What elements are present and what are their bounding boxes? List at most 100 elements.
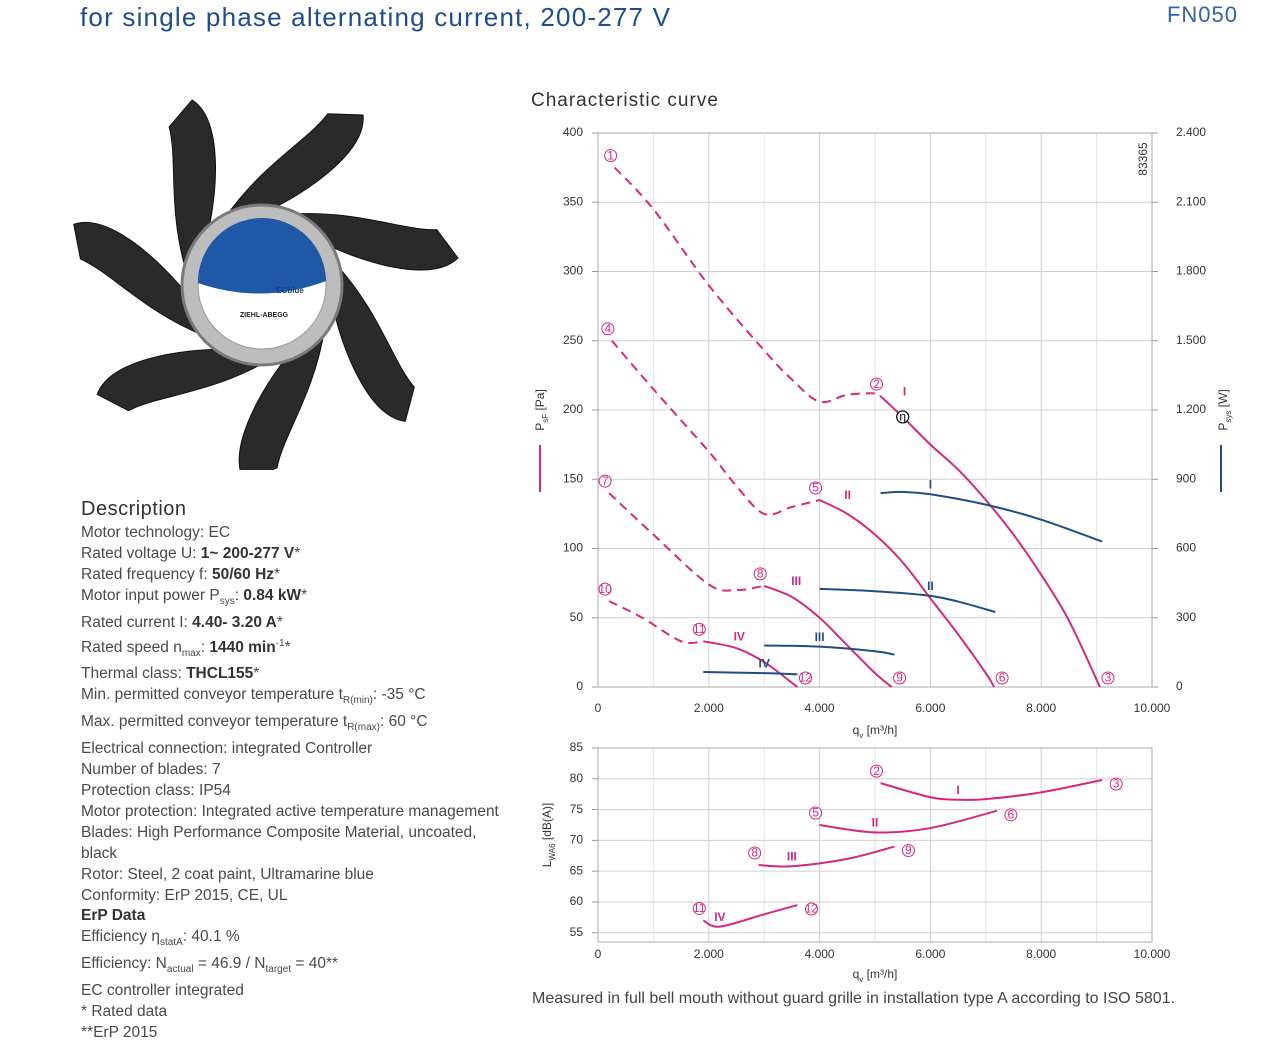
y2-tick-label: 2.100 — [1176, 194, 1206, 208]
curve — [703, 640, 799, 688]
text-part: 4.40- 3.20 A — [192, 613, 277, 631]
text-part: -1 — [275, 637, 285, 649]
text-part: : — [234, 586, 244, 604]
label-part: [dB(A)] — [540, 803, 554, 844]
description-line: Conformity: ErP 2015, CE, UL — [81, 886, 531, 907]
x-tick-label: 10.000 — [1134, 947, 1171, 961]
curve-marker: 10 — [598, 582, 612, 596]
text-part: * — [284, 638, 291, 656]
power-curve — [703, 670, 798, 676]
text-part: Protection class: IP54 — [81, 781, 231, 799]
text-part: Motor protection: Integrated active temp… — [81, 802, 499, 820]
curve-marker: 2 — [873, 377, 880, 391]
curve — [758, 845, 895, 868]
text-part: R(max) — [347, 722, 380, 734]
text-part: : — [200, 638, 210, 656]
text-part: * — [301, 586, 308, 604]
text-part: = 40** — [291, 955, 339, 973]
text-part: Rated frequency f: — [81, 565, 212, 583]
curve-marker: 12 — [799, 671, 813, 685]
text-part: Max. permitted conveyor temperature t — [81, 713, 348, 731]
y2-tick-label: 1.800 — [1176, 264, 1206, 278]
curve — [611, 340, 820, 516]
text-part: Blades: High Performance Composite Mater… — [81, 823, 477, 841]
curve — [880, 779, 1103, 802]
description-line: Rated current I: 4.40- 3.20 A* — [81, 613, 531, 634]
hub-blue-top — [197, 218, 326, 283]
plot-frame — [597, 132, 1153, 688]
description-lines: Motor technology: EC Rated voltage U: 1~ … — [81, 523, 531, 1044]
curve-label: I — [903, 384, 906, 398]
description-line: Min. permitted conveyor temperature tR(m… — [81, 685, 531, 712]
text-part: * Rated data — [81, 1003, 168, 1021]
curve-label: II — [872, 816, 879, 830]
curve-label: IV — [734, 629, 745, 643]
power-curve — [819, 587, 996, 613]
curve-label: II — [927, 579, 934, 593]
blade — [331, 262, 415, 422]
y-tick-label: 80 — [570, 771, 584, 785]
y2-tick-label: 1.500 — [1176, 333, 1206, 347]
curve-marker-ring — [1109, 777, 1123, 791]
label-part: v — [859, 731, 863, 740]
blade — [290, 213, 459, 271]
curve-marker: 11 — [693, 901, 706, 915]
curve-label: III — [787, 849, 797, 863]
curve-marker-ring — [753, 567, 767, 581]
curve-marker-ring — [870, 377, 884, 391]
blade — [96, 348, 268, 412]
y-tick-label: 400 — [563, 125, 583, 139]
curve-marker: 3 — [1113, 777, 1120, 791]
x-tick-label: 8.000 — [1026, 947, 1056, 961]
text-part: * — [294, 544, 301, 562]
blade — [224, 113, 364, 219]
text-part: 50/60 Hz — [211, 565, 275, 583]
description-line: Efficiency ηstatA: 40.1 % — [81, 927, 531, 954]
curve — [608, 492, 765, 592]
label-part: sys — [1224, 411, 1233, 423]
description-line: Rated frequency f: 50/60 Hz* — [81, 565, 531, 586]
hub-logo: ECblue — [276, 286, 304, 295]
x-tick-label: 10.000 — [1134, 701, 1171, 715]
hub-brand: ZIEHL-ABEGG — [240, 312, 289, 319]
curve-marker-ring — [598, 474, 612, 488]
y-axis-label: LWA6 [dB(A)] — [540, 803, 556, 867]
label-part: [W] — [1216, 389, 1230, 410]
curve-marker: 5 — [812, 481, 819, 495]
y2-tick-label: 900 — [1176, 471, 1196, 485]
curve-marker: 7 — [602, 474, 609, 488]
text-part: * — [274, 565, 281, 583]
y-axis-label: PsF [Pa] — [533, 389, 549, 431]
curve-marker: 8 — [757, 567, 764, 581]
y-tick-label: 0 — [576, 679, 583, 693]
text-part: ErP Data — [81, 907, 146, 925]
label-part: v — [859, 975, 863, 984]
curve-label: II — [844, 488, 851, 502]
text-part: Thermal class: — [81, 665, 187, 683]
x-axis-label: qv [m³/h] — [853, 723, 898, 739]
y-tick-label: 200 — [563, 402, 583, 416]
text-part: R(min) — [342, 695, 373, 707]
curve-marker-ring — [1004, 808, 1018, 822]
curve-marker: 9 — [905, 843, 912, 857]
description-line: EC controller integrated — [81, 981, 531, 1002]
y-tick-label: 70 — [570, 833, 584, 847]
curve-marker: 12 — [805, 902, 819, 916]
curve-label: III — [791, 574, 801, 588]
text-part: * — [276, 613, 283, 631]
text-part: Rated current I: — [81, 613, 193, 631]
blades — [73, 99, 459, 470]
fan: ECblue ZIEHL-ABEGG — [73, 99, 459, 470]
annotation-ring — [896, 410, 910, 424]
label-part: [Pa] — [533, 389, 547, 414]
description-line: Blades: High Performance Composite Mater… — [81, 823, 531, 844]
y-tick-label: 150 — [563, 471, 583, 485]
text-part: : 40.1 % — [182, 928, 240, 946]
text-part: max — [181, 647, 201, 659]
text-part: * — [253, 665, 260, 683]
curve-marker-ring — [901, 844, 915, 858]
curve-marker-ring — [692, 622, 706, 636]
text-part: Conformity: ErP 2015, CE, UL — [81, 886, 288, 904]
fan-image: ECblue ZIEHL-ABEGG — [73, 99, 459, 470]
